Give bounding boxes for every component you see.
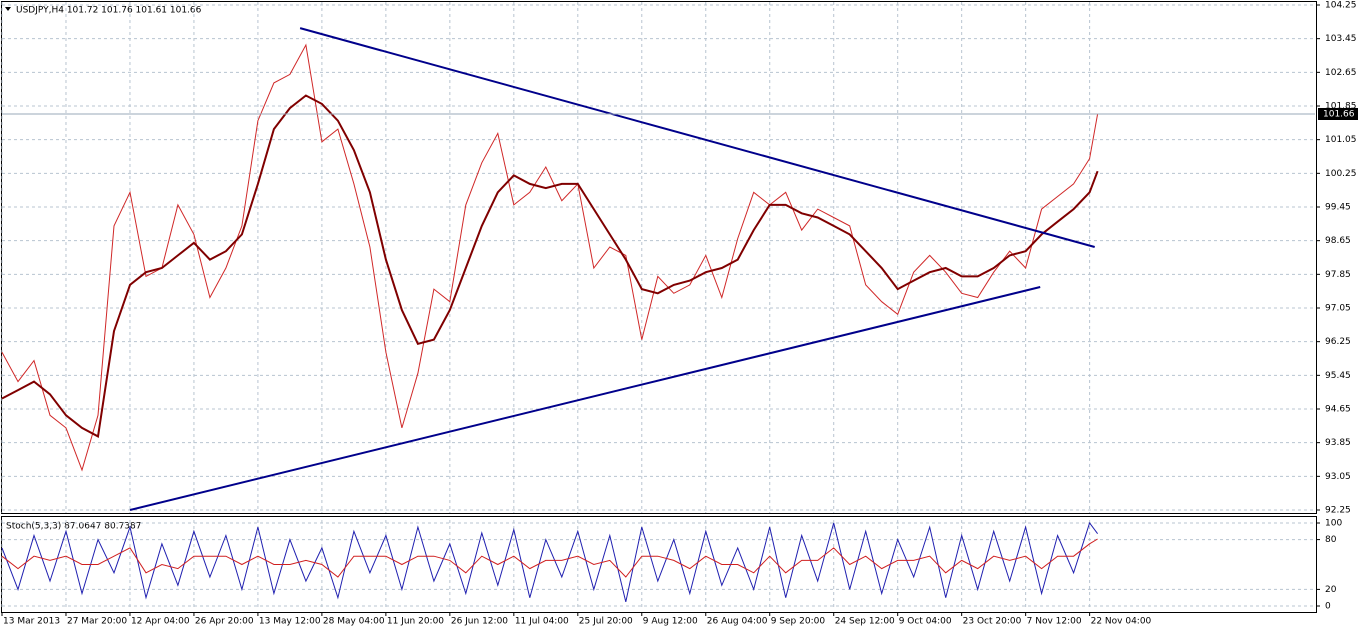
y-tick-label: 100 xyxy=(1325,519,1342,529)
symbol-title: USDJPY,H4 101.72 101.76 101.61 101.66 xyxy=(16,6,202,16)
x-tick-label: 24 Sep 12:00 xyxy=(835,617,895,627)
y-tick-label: 103.45 xyxy=(1325,34,1357,44)
y-tick-label: 0 xyxy=(1325,602,1331,612)
y-tick-label: 102.65 xyxy=(1325,68,1357,78)
x-tick-label: 12 Apr 04:00 xyxy=(131,617,190,627)
y-tick-label: 96.25 xyxy=(1325,337,1351,347)
y-tick-label: 20 xyxy=(1325,585,1337,595)
y-tick-label: 100.25 xyxy=(1325,169,1357,179)
x-tick-label: 7 Nov 12:00 xyxy=(1027,617,1082,627)
series-line xyxy=(1,43,1099,472)
x-tick-label: 9 Oct 04:00 xyxy=(899,617,952,627)
last-price-label: 101.66 xyxy=(1323,109,1355,119)
series-line xyxy=(299,27,1095,248)
x-tick-label: 11 Jun 20:00 xyxy=(387,617,444,627)
y-tick-label: 101.85 xyxy=(1325,102,1357,112)
x-tick-label: 26 Jun 12:00 xyxy=(451,617,508,627)
y-tick-label: 98.65 xyxy=(1325,236,1351,246)
x-tick-label: 13 Mar 2013 xyxy=(3,617,60,627)
y-tick-label: 93.85 xyxy=(1325,438,1351,448)
last-price-box xyxy=(1318,107,1358,120)
y-tick-label: 97.05 xyxy=(1325,304,1351,314)
series-line xyxy=(1,94,1099,438)
y-tick-label: 99.45 xyxy=(1325,203,1351,213)
y-tick-label: 97.85 xyxy=(1325,270,1351,280)
y-tick-label: 80 xyxy=(1325,535,1337,545)
y-tick-label: 95.45 xyxy=(1325,371,1351,381)
y-tick-label: 94.65 xyxy=(1325,405,1351,415)
x-tick-label: 13 May 12:00 xyxy=(259,617,321,627)
y-tick-label: 93.05 xyxy=(1325,472,1351,482)
x-tick-label: 28 May 04:00 xyxy=(323,617,385,627)
indicator-title: Stoch(5,3,3) 87.0647 80.7387 xyxy=(6,522,141,532)
x-tick-label: 9 Sep 20:00 xyxy=(771,617,826,627)
x-tick-label: 26 Apr 20:00 xyxy=(195,617,254,627)
x-tick-label: 26 Aug 04:00 xyxy=(707,617,768,627)
x-tick-label: 25 Jul 20:00 xyxy=(579,617,633,627)
y-tick-label: 92.25 xyxy=(1325,506,1351,516)
x-tick-label: 27 Mar 20:00 xyxy=(67,617,127,627)
y-tick-label: 104.25 xyxy=(1325,1,1357,11)
x-tick-label: 9 Aug 12:00 xyxy=(643,617,698,627)
menu-triangle[interactable] xyxy=(5,7,11,11)
series-line xyxy=(1,521,1099,603)
x-tick-label: 23 Oct 20:00 xyxy=(963,617,1022,627)
series-line xyxy=(1,538,1098,578)
price-frame xyxy=(1,1,1317,514)
x-tick-label: 11 Jul 04:00 xyxy=(515,617,569,627)
x-tick-label: 22 Nov 04:00 xyxy=(1091,617,1152,627)
series-line xyxy=(129,286,1041,511)
y-tick-label: 101.05 xyxy=(1325,135,1357,145)
